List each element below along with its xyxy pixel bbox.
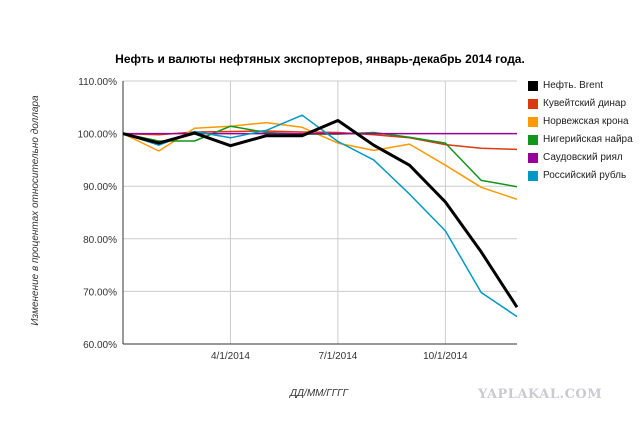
legend-item: Саудовский риял xyxy=(528,152,640,164)
legend-item: Нигерийская найра xyxy=(528,134,640,146)
y-tick-label: 60.00% xyxy=(83,340,117,351)
y-tick-label: 110.00% xyxy=(78,77,117,88)
legend-label: Нигерийская найра xyxy=(543,134,633,145)
legend-swatch xyxy=(528,81,538,91)
chart-title: Нефть и валюты нефтяных экспортеров, янв… xyxy=(115,52,525,66)
watermark-logo: YAPLAKAL.COM xyxy=(478,387,603,402)
series-line xyxy=(122,119,519,309)
legend-label: Норвежская крона xyxy=(543,116,629,127)
x-axis-title: ДД/ММ/ГГГГ xyxy=(289,388,350,399)
y-tick-label: 80.00% xyxy=(83,235,117,246)
y-tick-label: 70.00% xyxy=(83,287,117,298)
x-tick-label: 10/1/2014 xyxy=(423,351,468,362)
legend-swatch xyxy=(528,171,538,181)
legend-item: Кувейтский динар xyxy=(528,98,640,110)
legend: Нефть. Brent Кувейтский динар Норвежская к… xyxy=(528,80,640,188)
x-tick-label: 4/1/2014 xyxy=(211,351,250,362)
legend-label: Саудовский риял xyxy=(543,152,623,163)
legend-swatch xyxy=(528,153,538,163)
y-axis-title: Изменение в процентах относительно долла… xyxy=(30,95,41,326)
legend-swatch xyxy=(528,135,538,145)
legend-item: Российский рубль xyxy=(528,170,640,182)
legend-item: Норвежская крона xyxy=(528,116,640,128)
legend-swatch xyxy=(528,117,538,127)
legend-item: Нефть. Brent xyxy=(528,80,640,92)
legend-label: Российский рубль xyxy=(543,170,627,181)
legend-label: Кувейтский динар xyxy=(543,98,627,109)
x-tick-label: 7/1/2014 xyxy=(318,351,357,362)
series-line xyxy=(122,121,518,201)
legend-swatch xyxy=(528,99,538,109)
y-tick-label: 90.00% xyxy=(83,182,117,193)
y-tick-label: 100.00% xyxy=(78,130,118,141)
legend-label: Нефть. Brent xyxy=(543,80,604,91)
